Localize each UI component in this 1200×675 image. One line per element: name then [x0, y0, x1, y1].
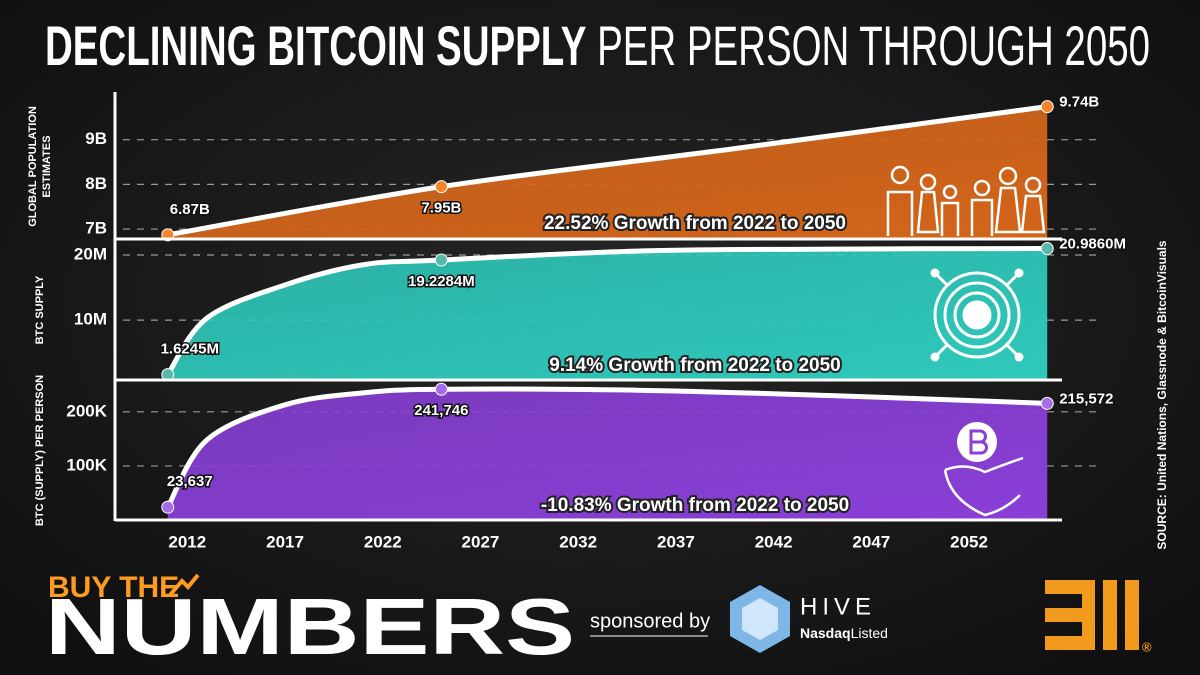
axis-frame — [113, 92, 1062, 522]
value-label: 7.95B — [421, 200, 461, 217]
y-axis-label: ESTIMATES — [41, 135, 53, 197]
value-label: 19.2284M — [408, 273, 475, 290]
fan-icon — [930, 268, 1024, 362]
x-tick-label: 2052 — [950, 532, 988, 551]
x-tick-label: 2032 — [559, 532, 597, 551]
value-label: 241,746 — [414, 402, 468, 419]
source-note: SOURCE: United Nations, Glassnode & Bitc… — [1155, 240, 1169, 549]
brand-arrow — [168, 573, 200, 597]
point-marker — [434, 253, 448, 267]
point-marker — [1040, 100, 1054, 114]
value-label: 23,637 — [167, 473, 213, 490]
bitcoin-hand-icon — [943, 422, 1024, 517]
value-label: 20.9860M — [1059, 236, 1126, 253]
annotation: 9.14% Growth from 2022 to 2050 — [549, 355, 840, 376]
area-fill — [167, 389, 1048, 520]
value-label: 1.6245M — [161, 341, 219, 358]
y-tick-label: 100K — [66, 455, 107, 474]
annotation: 22.52% Growth from 2022 to 2050 — [544, 213, 846, 234]
y-tick-label: 9B — [85, 129, 107, 148]
value-label: 9.74B — [1059, 94, 1099, 111]
sponsor-text: sponsored by — [590, 610, 710, 632]
value-label: 215,572 — [1059, 390, 1113, 407]
sponsor-sub-rest: Listed — [851, 625, 888, 641]
point-marker — [161, 500, 175, 514]
y-tick-label: 200K — [66, 401, 107, 420]
point-marker — [434, 180, 448, 194]
y-axis-label: BTC SUPPLY — [34, 275, 46, 344]
sponsor-sub: NasdaqListed — [800, 625, 888, 641]
x-tick-label: 2017 — [266, 532, 304, 551]
annotation: -10.83% Growth from 2022 to 2050 — [541, 495, 849, 516]
plot-area: 7B 8B 9B GLOBAL POPULATION ESTIMATES 6.87B 7.9… — [27, 92, 1128, 551]
y-axis-label: BTC (SUPPLY) PER PERSON — [34, 375, 46, 526]
y-tick-label: 20M — [74, 244, 107, 263]
logo-mark: ® — [1142, 639, 1152, 654]
x-tick-label: 2022 — [364, 532, 402, 551]
x-tick-label: 2012 — [168, 532, 206, 551]
point-marker — [1040, 396, 1054, 410]
x-tick-label: 2047 — [852, 532, 890, 551]
brand-top: BUY THE — [48, 571, 179, 604]
people-icon — [886, 165, 1046, 236]
x-tick-label: 2037 — [657, 532, 695, 551]
corner-logo — [1045, 580, 1139, 650]
area-line — [165, 386, 1050, 510]
title-strong: DECLINING BITCOIN SUPPLY — [45, 14, 586, 77]
hive-logo — [730, 585, 790, 653]
x-tick-label: 2042 — [755, 532, 793, 551]
point-marker — [434, 382, 448, 396]
y-tick-label: 10M — [74, 310, 107, 329]
area-line — [165, 104, 1050, 238]
area-fill — [167, 248, 1048, 380]
value-label: 6.87B — [170, 201, 210, 218]
area-fill — [167, 106, 1048, 239]
sponsor-sub-strong: Nasdaq — [800, 625, 851, 641]
y-tick-label: 7B — [85, 219, 107, 238]
sponsor-name: HIVE — [800, 593, 876, 620]
y-tick-label: 8B — [85, 174, 107, 193]
point-marker — [1040, 242, 1054, 256]
x-tick-label: 2027 — [462, 532, 500, 551]
brand-main: NUMBERS — [45, 582, 575, 671]
title: DECLINING BITCOIN SUPPLY PER PERSON THRO… — [45, 14, 1150, 77]
title-rest: PER PERSON THROUGH 2050 — [597, 14, 1150, 77]
area-line — [165, 246, 1050, 378]
y-axis-label: GLOBAL POPULATION — [27, 106, 39, 227]
